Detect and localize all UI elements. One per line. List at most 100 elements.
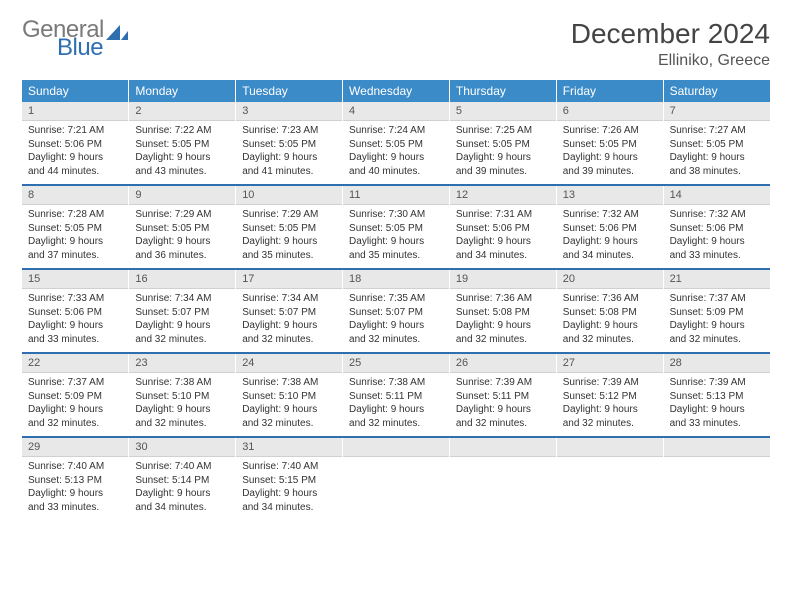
day-content: Sunrise: 7:36 AMSunset: 5:08 PMDaylight:… (557, 289, 663, 352)
calendar-cell: 27Sunrise: 7:39 AMSunset: 5:12 PMDayligh… (556, 353, 663, 437)
day-content: Sunrise: 7:30 AMSunset: 5:05 PMDaylight:… (343, 205, 449, 268)
logo: General Blue (22, 18, 128, 60)
day-number: 21 (664, 270, 770, 289)
day-content: Sunrise: 7:31 AMSunset: 5:06 PMDaylight:… (450, 205, 556, 268)
day-number: 9 (129, 186, 235, 205)
calendar-cell: 11Sunrise: 7:30 AMSunset: 5:05 PMDayligh… (343, 185, 450, 269)
calendar-cell: 23Sunrise: 7:38 AMSunset: 5:10 PMDayligh… (129, 353, 236, 437)
day-number: 13 (557, 186, 663, 205)
day-number: 30 (129, 438, 235, 457)
day-content: Sunrise: 7:33 AMSunset: 5:06 PMDaylight:… (22, 289, 128, 352)
calendar-body: 1Sunrise: 7:21 AMSunset: 5:06 PMDaylight… (22, 102, 770, 520)
calendar-week-row: 29Sunrise: 7:40 AMSunset: 5:13 PMDayligh… (22, 437, 770, 520)
calendar-week-row: 1Sunrise: 7:21 AMSunset: 5:06 PMDaylight… (22, 102, 770, 185)
day-number-empty (664, 438, 770, 457)
day-content: Sunrise: 7:32 AMSunset: 5:06 PMDaylight:… (557, 205, 663, 268)
day-number: 2 (129, 102, 235, 121)
calendar-cell: 17Sunrise: 7:34 AMSunset: 5:07 PMDayligh… (236, 269, 343, 353)
calendar-cell: 10Sunrise: 7:29 AMSunset: 5:05 PMDayligh… (236, 185, 343, 269)
calendar-cell: 6Sunrise: 7:26 AMSunset: 5:05 PMDaylight… (556, 102, 663, 185)
calendar-cell: 2Sunrise: 7:22 AMSunset: 5:05 PMDaylight… (129, 102, 236, 185)
day-number-empty (557, 438, 663, 457)
day-number: 24 (236, 354, 342, 373)
calendar-cell: 5Sunrise: 7:25 AMSunset: 5:05 PMDaylight… (449, 102, 556, 185)
calendar-cell-empty (343, 437, 450, 520)
calendar-cell: 3Sunrise: 7:23 AMSunset: 5:05 PMDaylight… (236, 102, 343, 185)
calendar-cell: 18Sunrise: 7:35 AMSunset: 5:07 PMDayligh… (343, 269, 450, 353)
day-number: 26 (450, 354, 556, 373)
weekday-row: Sunday Monday Tuesday Wednesday Thursday… (22, 80, 770, 102)
day-number: 17 (236, 270, 342, 289)
calendar-cell: 31Sunrise: 7:40 AMSunset: 5:15 PMDayligh… (236, 437, 343, 520)
day-content: Sunrise: 7:26 AMSunset: 5:05 PMDaylight:… (557, 121, 663, 184)
day-content: Sunrise: 7:34 AMSunset: 5:07 PMDaylight:… (129, 289, 235, 352)
calendar-week-row: 22Sunrise: 7:37 AMSunset: 5:09 PMDayligh… (22, 353, 770, 437)
day-number: 7 (664, 102, 770, 121)
calendar-cell-empty (556, 437, 663, 520)
day-content: Sunrise: 7:29 AMSunset: 5:05 PMDaylight:… (236, 205, 342, 268)
day-content: Sunrise: 7:40 AMSunset: 5:14 PMDaylight:… (129, 457, 235, 520)
day-content: Sunrise: 7:25 AMSunset: 5:05 PMDaylight:… (450, 121, 556, 184)
day-number: 31 (236, 438, 342, 457)
calendar-week-row: 8Sunrise: 7:28 AMSunset: 5:05 PMDaylight… (22, 185, 770, 269)
day-content: Sunrise: 7:21 AMSunset: 5:06 PMDaylight:… (22, 121, 128, 184)
location: Elliniko, Greece (571, 52, 770, 70)
calendar-cell: 15Sunrise: 7:33 AMSunset: 5:06 PMDayligh… (22, 269, 129, 353)
weekday-header: Wednesday (343, 80, 450, 102)
day-content: Sunrise: 7:40 AMSunset: 5:13 PMDaylight:… (22, 457, 128, 520)
header: General Blue December 2024 Elliniko, Gre… (22, 18, 770, 70)
day-number: 12 (450, 186, 556, 205)
calendar-cell: 14Sunrise: 7:32 AMSunset: 5:06 PMDayligh… (663, 185, 770, 269)
calendar-cell: 29Sunrise: 7:40 AMSunset: 5:13 PMDayligh… (22, 437, 129, 520)
calendar-cell: 12Sunrise: 7:31 AMSunset: 5:06 PMDayligh… (449, 185, 556, 269)
day-content-empty (664, 457, 770, 515)
day-content-empty (557, 457, 663, 515)
day-content: Sunrise: 7:35 AMSunset: 5:07 PMDaylight:… (343, 289, 449, 352)
calendar-cell: 16Sunrise: 7:34 AMSunset: 5:07 PMDayligh… (129, 269, 236, 353)
day-number: 20 (557, 270, 663, 289)
day-number: 23 (129, 354, 235, 373)
calendar-cell-empty (663, 437, 770, 520)
page-title: December 2024 (571, 18, 770, 50)
day-content: Sunrise: 7:39 AMSunset: 5:13 PMDaylight:… (664, 373, 770, 436)
day-content: Sunrise: 7:38 AMSunset: 5:10 PMDaylight:… (129, 373, 235, 436)
day-number: 4 (343, 102, 449, 121)
day-content: Sunrise: 7:34 AMSunset: 5:07 PMDaylight:… (236, 289, 342, 352)
weekday-header: Saturday (663, 80, 770, 102)
day-number: 19 (450, 270, 556, 289)
calendar-cell-empty (449, 437, 556, 520)
day-content: Sunrise: 7:28 AMSunset: 5:05 PMDaylight:… (22, 205, 128, 268)
calendar-cell: 24Sunrise: 7:38 AMSunset: 5:10 PMDayligh… (236, 353, 343, 437)
calendar-cell: 19Sunrise: 7:36 AMSunset: 5:08 PMDayligh… (449, 269, 556, 353)
day-number: 14 (664, 186, 770, 205)
day-content: Sunrise: 7:23 AMSunset: 5:05 PMDaylight:… (236, 121, 342, 184)
day-number: 22 (22, 354, 128, 373)
day-content: Sunrise: 7:39 AMSunset: 5:11 PMDaylight:… (450, 373, 556, 436)
calendar-cell: 25Sunrise: 7:38 AMSunset: 5:11 PMDayligh… (343, 353, 450, 437)
weekday-header: Thursday (449, 80, 556, 102)
calendar-cell: 28Sunrise: 7:39 AMSunset: 5:13 PMDayligh… (663, 353, 770, 437)
calendar-cell: 13Sunrise: 7:32 AMSunset: 5:06 PMDayligh… (556, 185, 663, 269)
day-content: Sunrise: 7:38 AMSunset: 5:11 PMDaylight:… (343, 373, 449, 436)
calendar-table: Sunday Monday Tuesday Wednesday Thursday… (22, 80, 770, 520)
day-content: Sunrise: 7:36 AMSunset: 5:08 PMDaylight:… (450, 289, 556, 352)
day-content: Sunrise: 7:40 AMSunset: 5:15 PMDaylight:… (236, 457, 342, 520)
calendar-cell: 7Sunrise: 7:27 AMSunset: 5:05 PMDaylight… (663, 102, 770, 185)
day-number: 18 (343, 270, 449, 289)
calendar-cell: 1Sunrise: 7:21 AMSunset: 5:06 PMDaylight… (22, 102, 129, 185)
calendar-cell: 8Sunrise: 7:28 AMSunset: 5:05 PMDaylight… (22, 185, 129, 269)
day-number: 8 (22, 186, 128, 205)
day-content: Sunrise: 7:24 AMSunset: 5:05 PMDaylight:… (343, 121, 449, 184)
day-number: 25 (343, 354, 449, 373)
title-block: December 2024 Elliniko, Greece (571, 18, 770, 70)
day-content: Sunrise: 7:27 AMSunset: 5:05 PMDaylight:… (664, 121, 770, 184)
day-content: Sunrise: 7:38 AMSunset: 5:10 PMDaylight:… (236, 373, 342, 436)
day-content: Sunrise: 7:32 AMSunset: 5:06 PMDaylight:… (664, 205, 770, 268)
day-number: 28 (664, 354, 770, 373)
calendar-cell: 21Sunrise: 7:37 AMSunset: 5:09 PMDayligh… (663, 269, 770, 353)
day-number: 27 (557, 354, 663, 373)
day-number: 6 (557, 102, 663, 121)
calendar-week-row: 15Sunrise: 7:33 AMSunset: 5:06 PMDayligh… (22, 269, 770, 353)
calendar-cell: 4Sunrise: 7:24 AMSunset: 5:05 PMDaylight… (343, 102, 450, 185)
weekday-header: Monday (129, 80, 236, 102)
